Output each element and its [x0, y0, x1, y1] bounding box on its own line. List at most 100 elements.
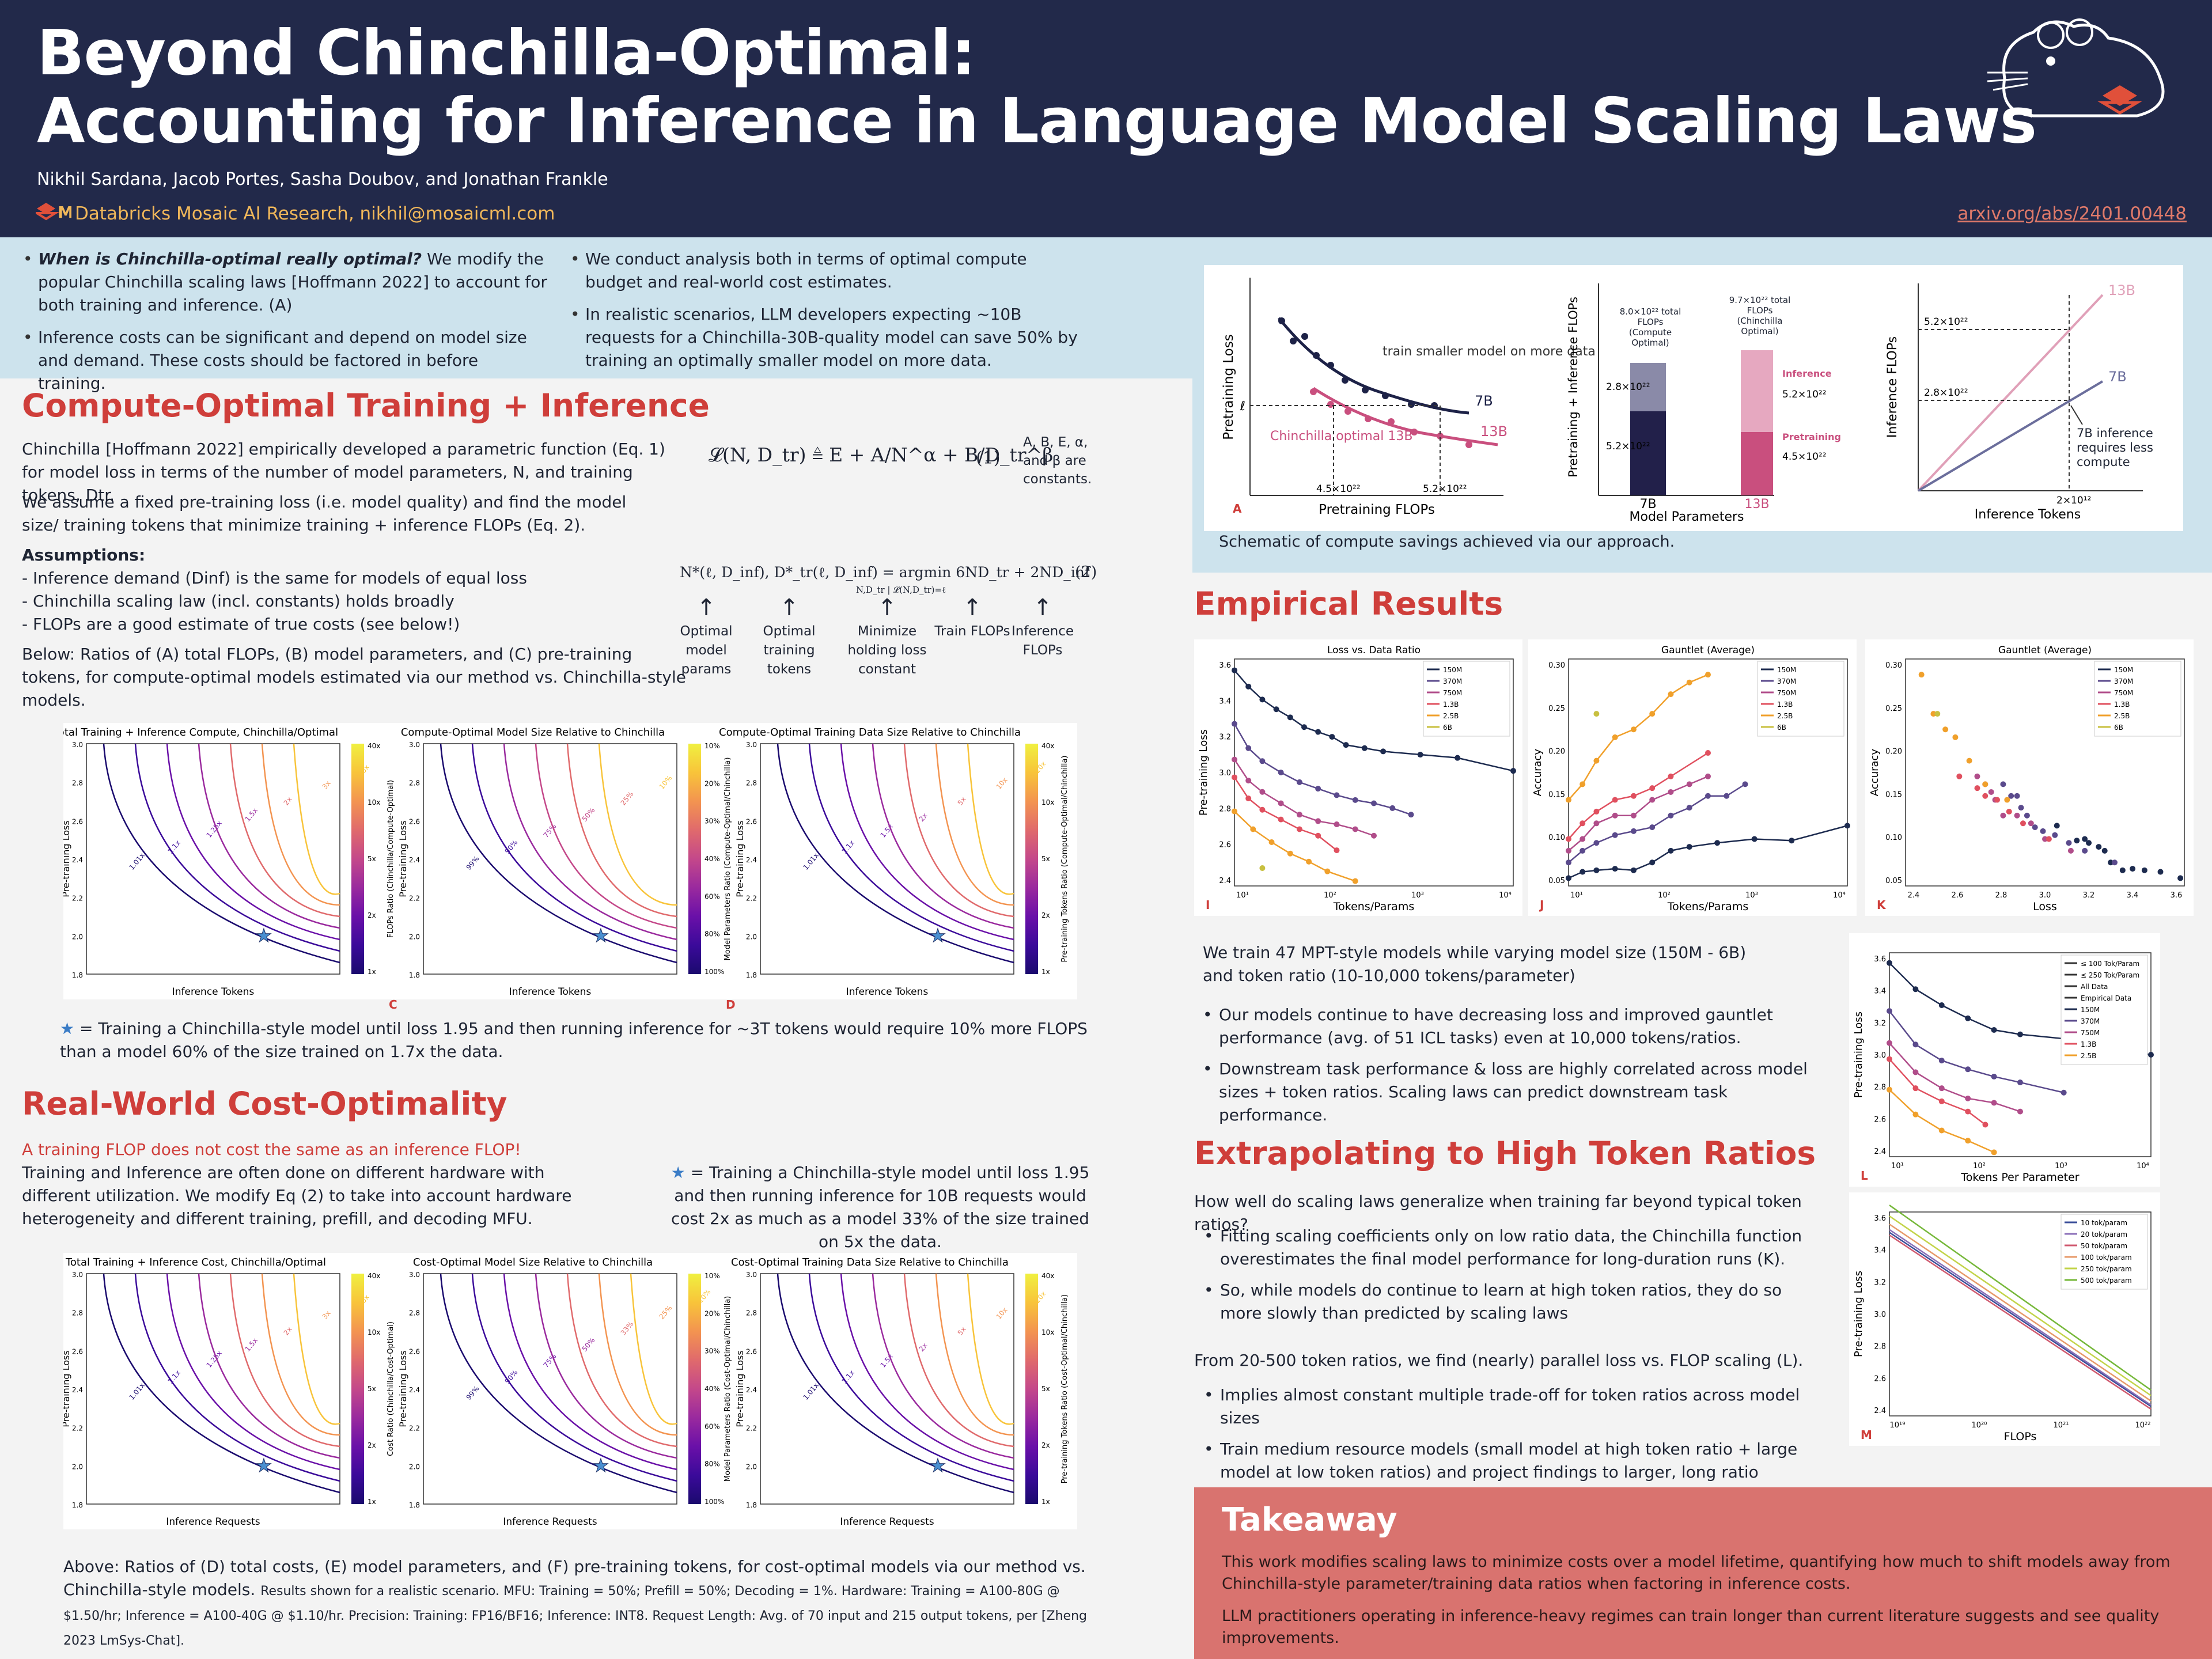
colorbar-tick: 10x — [368, 798, 380, 806]
data-point — [2028, 820, 2034, 827]
data-point — [1245, 683, 1252, 690]
colorbar-tick: 5x — [1041, 1385, 1050, 1393]
tick-x1: 4.5×10²² — [1316, 483, 1361, 495]
data-point — [2074, 838, 2080, 844]
colorbar — [1025, 1274, 1038, 1504]
y-tick-label: 2.8 — [746, 1309, 757, 1317]
colorbar-tick: 60% — [704, 892, 720, 900]
category-7b: 7B — [1639, 497, 1656, 512]
data-point — [1668, 847, 1674, 854]
data-point — [1649, 711, 1656, 717]
panel-letter: I — [1206, 898, 1210, 912]
label-7b: 7B — [1475, 393, 1493, 409]
data-point — [1938, 1002, 1945, 1009]
data-point — [1612, 866, 1618, 872]
series-line — [1889, 1205, 2152, 1391]
data-point — [1334, 847, 1340, 854]
y-axis-label: Inference FLOPs — [1885, 336, 1900, 438]
legend-label: ≤ 250 Tok/Param — [2081, 971, 2139, 979]
equation-arrow-label: ↑ Optimal training tokens — [763, 594, 816, 677]
legend-label: 6B — [2114, 724, 2123, 732]
data-point — [1566, 859, 1571, 866]
y-tick-label: 3.4 — [1874, 1247, 1886, 1255]
contour-line — [471, 743, 677, 952]
y-tick-label: 3.0 — [1874, 1051, 1886, 1060]
data-point — [1278, 816, 1284, 823]
data-point — [1705, 773, 1711, 779]
data-point — [1982, 793, 1988, 799]
legend-label: 150M — [1777, 666, 1796, 674]
data-point — [1259, 758, 1266, 764]
data-point — [1296, 779, 1302, 785]
legend-label: 100 tok/param — [2081, 1253, 2132, 1262]
data-point — [1371, 800, 1377, 806]
arxiv-link[interactable]: arxiv.org/abs/2401.00448 — [1957, 203, 2187, 224]
contour-line — [103, 743, 340, 964]
legend-label: Empirical Data — [2081, 994, 2131, 1002]
contour-line — [777, 1273, 1014, 1494]
data-point — [1912, 1069, 1919, 1075]
data-point — [1566, 836, 1571, 842]
chart-frame — [1568, 658, 1848, 887]
x-tick-label: 3.6 — [2171, 891, 2183, 900]
data-point — [1714, 840, 1721, 846]
colorbar-label: Model Parameters Ratio (Cost-Optimal/Chi… — [724, 1296, 732, 1482]
x-tick-label: 10³ — [1411, 891, 1424, 900]
data-point — [1580, 820, 1586, 827]
colorbar-tick: 1x — [1041, 968, 1050, 976]
data-point — [1278, 800, 1284, 806]
y-tick-label: 3.0 — [72, 741, 83, 749]
star-icon: ★ — [60, 1019, 75, 1038]
data-point — [1580, 836, 1586, 842]
y-tick-label: 2.6 — [72, 1347, 83, 1355]
y-tick-label: 3.0 — [1219, 769, 1231, 778]
chart-M: 3.6 3.4 3.2 3.0 2.8 2.6 2.4 10¹⁹ 10²⁰ 10²¹ 10²² FLO… — [1849, 1192, 2160, 1446]
colorbar-tick: 40x — [368, 1272, 380, 1280]
data-point — [1912, 986, 1919, 993]
data-point — [1593, 711, 1600, 717]
inference-legend: Inference — [1782, 368, 1832, 379]
affiliation: Databricks Mosaic AI Research, nikhil@mo… — [75, 203, 555, 224]
data-point — [1580, 781, 1586, 787]
x-axis-label: Inference Tokens — [846, 986, 929, 998]
poster-title-line1: Beyond Chinchilla-Optimal: — [37, 17, 976, 89]
chart-I: Loss vs. Data Ratio 3.6 3.4 3.2 3.0 2.8 2.6 2.4… — [1194, 639, 1522, 916]
data-point — [1352, 878, 1358, 884]
legend-label: 1.3B — [1777, 700, 1793, 709]
data-point — [1934, 711, 1941, 717]
svg-text:M: M — [58, 203, 71, 222]
data-point — [1991, 1100, 1997, 1106]
y-tick-label: 2.0 — [746, 933, 757, 941]
data-point — [1630, 726, 1637, 733]
realworld-paragraph: Training and Inference are often done on… — [22, 1163, 572, 1228]
schematic-inference-plot: 5.2×10²² 2.8×10²² 2×10¹² 13B 7B 7B infer… — [1885, 282, 2153, 522]
x-tick-label: 2.8 — [1995, 891, 2008, 900]
y-axis-label: Pretraining + Inference FLOPs — [1566, 297, 1580, 478]
compute-below-caption: Below: Ratios of (A) total FLOPs, (B) mo… — [22, 645, 686, 710]
equation-1-number: (1) — [976, 448, 1001, 468]
panel-letter: C — [389, 998, 397, 1011]
data-point — [1844, 823, 1850, 829]
bar-value: 5.2×10²² — [1606, 441, 1650, 452]
y-tick-label: 2.6 — [1874, 1374, 1886, 1383]
contour-line — [229, 1273, 340, 1448]
plot-frame — [423, 1273, 677, 1505]
x-tick-label: 10²² — [2135, 1421, 2151, 1430]
empirical-paragraph: We train 47 MPT-style models while varyi… — [1203, 943, 1747, 985]
colorbar-label: Cost Ratio (Chinchilla/Cost-Optimal) — [387, 1321, 395, 1456]
data-point — [1250, 826, 1256, 832]
x-axis-label: Tokens/Params — [1333, 900, 1414, 913]
data-point — [1705, 672, 1711, 678]
series-line — [1889, 1234, 2152, 1410]
y-axis-label: Pre-training Loss — [1853, 1271, 1865, 1357]
y-tick-label: 2.6 — [746, 817, 757, 825]
y-tick-label: 2.4 — [1874, 1407, 1886, 1415]
data-point — [2017, 1108, 2023, 1115]
authors: Nikhil Sardana, Jacob Portes, Sasha Doub… — [37, 169, 608, 190]
data-point — [2014, 793, 2020, 799]
section-heading-realworld: Real-World Cost-Optimality — [22, 1085, 507, 1122]
y-tick-label: 1.8 — [746, 1501, 757, 1509]
data-point — [2067, 847, 2074, 854]
chart-title: Gauntlet (Average) — [1998, 645, 2092, 656]
data-point — [1887, 1008, 1892, 1014]
